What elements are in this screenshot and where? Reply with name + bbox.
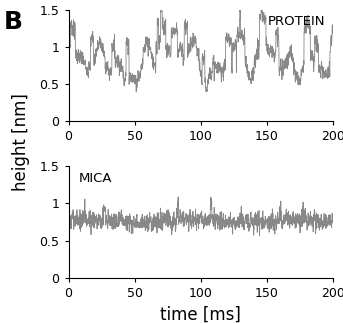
Text: height [nm]: height [nm] <box>12 93 29 191</box>
Text: B: B <box>3 10 22 34</box>
Text: MICA: MICA <box>79 172 113 185</box>
X-axis label: time [ms]: time [ms] <box>160 305 241 323</box>
Text: PROTEIN: PROTEIN <box>267 15 325 28</box>
